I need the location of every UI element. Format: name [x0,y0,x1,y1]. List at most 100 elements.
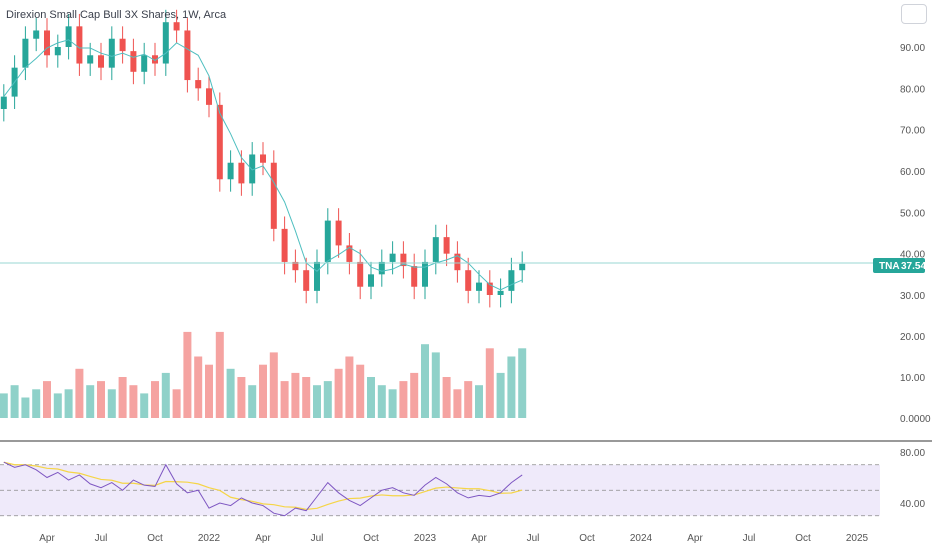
volume-bar [377,385,386,418]
volume-bar [269,352,278,418]
volume-bar [388,389,397,418]
candle-body [260,154,266,163]
volume-bar [10,385,19,418]
candle-body [368,274,374,287]
volume-bar [431,352,440,418]
volume-bar [496,372,505,418]
candle-body [195,80,202,89]
volume-bar [215,331,224,418]
candle-body [292,261,299,271]
volume-bar [205,364,213,418]
volume-bar [86,385,95,418]
candle-body [216,104,223,180]
x-tick-label: 2025 [846,533,869,544]
volume-bar [453,389,462,418]
volume-bar [118,377,127,418]
candle-body [65,26,72,47]
volume-bar [64,389,73,418]
candle-body [184,30,191,81]
volume-bar [53,393,62,418]
candle-body [508,270,515,291]
candle-body [119,38,126,52]
price-tick-label: 40.00 [900,250,925,261]
volume-bar [151,381,159,418]
volume-bar [345,356,354,418]
volume-bar [485,348,494,418]
volume-bar [161,372,170,418]
volume-bar [302,377,311,418]
x-tick-label: Apr [687,533,703,544]
candle-body [281,228,288,262]
price-tick-label: 50.00 [900,208,925,219]
candle-body [465,270,472,291]
x-tick-label: Oct [579,533,595,544]
volume-bar [356,364,365,418]
volume-bar [518,348,527,418]
x-tick-label: 2022 [198,533,221,544]
x-tick-label: Oct [795,533,811,544]
candle-body [130,51,137,72]
x-tick-label: Oct [147,533,163,544]
x-tick-label: Apr [39,533,55,544]
rsi-tick-label: 40.00 [900,499,925,510]
candle-body [54,47,61,56]
symbol-label: TNA [879,261,900,272]
volume-bar [75,368,84,418]
rsi-band [0,464,880,516]
candle-body [98,55,104,68]
volume-bar [43,381,51,418]
candle-body [476,282,482,291]
candle-body [389,253,396,262]
rsi-tick-label: 80.00 [900,448,925,459]
x-tick-label: 2024 [630,533,653,544]
candle-body [249,154,256,184]
candle-body [432,237,439,262]
volume-bar [226,368,235,418]
volume-bar [399,381,408,418]
volume-tick-label: 0.0000 [900,414,931,425]
volume-bar [464,381,473,418]
volume-bar [32,389,41,418]
candle-body [238,162,245,184]
price-tick-label: 70.00 [900,126,925,137]
settings-corner-button[interactable] [901,4,927,24]
volume-bar [410,372,419,418]
volume-bar [475,385,483,418]
volume-bar [237,377,246,418]
volume-bar [172,389,181,418]
candle-body [335,220,342,246]
volume-bar [140,393,149,418]
x-tick-label: Jul [743,533,756,544]
volume-bar [183,331,192,418]
candle-body [519,263,526,271]
chart-title: Direxion Small Cap Bull 3X Shares, 1W, A… [6,9,227,21]
volume-bar [97,381,105,418]
candle-body [152,55,158,64]
candle-body [324,220,331,262]
volume-bar [129,385,138,418]
volume-bar [280,381,289,418]
candle-body [0,96,7,109]
volume-bar [313,385,321,418]
candle-body [108,38,115,68]
price-tick-label: 90.00 [900,43,925,54]
x-tick-label: Apr [471,533,487,544]
candle-body [400,253,407,267]
x-tick-label: Apr [255,533,271,544]
x-tick-label: Oct [363,533,379,544]
candle-body [378,261,385,275]
rsi-line [3,461,523,517]
volume-bar [259,364,267,418]
candle-body [270,162,277,229]
candle-body [141,55,148,72]
x-tick-label: 2023 [414,533,437,544]
volume-bar [507,356,516,418]
candle-body [173,22,180,31]
candle-body [422,261,428,287]
volume-bar [334,368,343,418]
candle-body [411,266,418,287]
x-tick-label: Jul [311,533,324,544]
candle-body [454,253,461,271]
volume-bar [291,372,300,418]
